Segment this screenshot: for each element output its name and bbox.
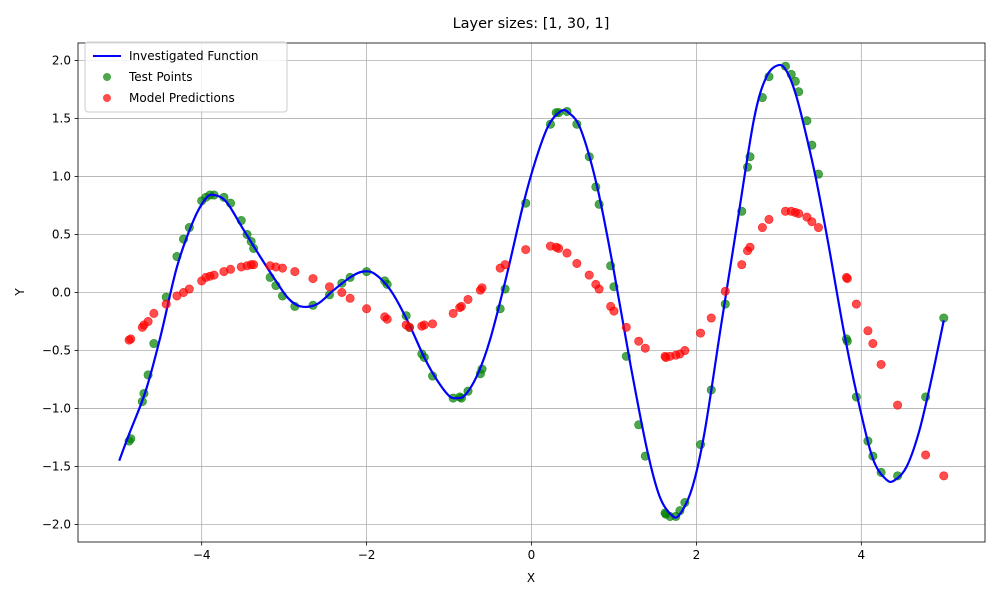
y-tick-label: 1.5 [52, 111, 71, 125]
test-point [149, 339, 159, 349]
test-point [893, 471, 903, 481]
prediction-point [149, 308, 159, 318]
prediction-point [696, 328, 706, 338]
prediction-point [562, 248, 572, 258]
prediction-point [345, 293, 355, 303]
prediction-point [161, 299, 171, 309]
prediction-point [594, 284, 604, 294]
legend: Investigated Function Test Points Model … [84, 41, 288, 113]
prediction-point [448, 308, 458, 318]
legend-label-predictions: Model Predictions [129, 91, 235, 105]
y-tick-label: −1.0 [42, 402, 71, 416]
y-axis-label: Y [13, 288, 27, 297]
function-curve [118, 63, 945, 519]
x-axis-label: X [527, 571, 535, 585]
prediction-point [419, 320, 429, 330]
y-tick-label: 1.0 [52, 169, 71, 183]
prediction-point [362, 304, 372, 314]
prediction-point [184, 284, 194, 294]
prediction-point [621, 322, 631, 332]
y-tick-label: 0.5 [52, 227, 71, 241]
x-tick-label: −4 [193, 548, 211, 562]
prediction-point [584, 270, 594, 280]
y-tick-label: 2.0 [52, 53, 71, 67]
x-tick-label: 4 [857, 548, 865, 562]
prediction-point [868, 339, 878, 349]
prediction-point [249, 260, 259, 270]
prediction-point [209, 270, 219, 280]
prediction-point [634, 336, 644, 346]
prediction-point [500, 260, 510, 270]
prediction-point [813, 223, 823, 233]
prediction-point [720, 286, 730, 296]
prediction-point [477, 283, 487, 293]
y-tick-label: −2.0 [42, 518, 71, 532]
prediction-point [794, 209, 804, 219]
prediction-point [126, 334, 136, 344]
legend-marker-test-points [103, 73, 111, 81]
prediction-point [921, 450, 931, 460]
y-tick-label: −0.5 [42, 344, 71, 358]
prediction-point [404, 322, 414, 332]
prediction-point [290, 267, 300, 277]
x-axis: −4 −2 0 2 4 [193, 542, 865, 562]
prediction-point [456, 301, 466, 311]
prediction-point [463, 294, 473, 304]
prediction-point [226, 264, 236, 274]
prediction-point [324, 282, 334, 292]
prediction-point [939, 471, 949, 481]
prediction-point [308, 274, 318, 284]
legend-label-test-points: Test Points [128, 70, 193, 84]
legend-label-function: Investigated Function [129, 49, 258, 63]
prediction-point [382, 314, 392, 324]
prediction-point [851, 299, 861, 309]
prediction-point [521, 245, 531, 255]
prediction-point [863, 326, 873, 336]
series-layer [118, 61, 949, 521]
prediction-point [680, 346, 690, 356]
x-tick-label: −2 [358, 548, 376, 562]
prediction-point [428, 319, 438, 329]
y-tick-label: 0.0 [52, 286, 71, 300]
x-tick-label: 2 [693, 548, 701, 562]
x-tick-label: 0 [528, 548, 536, 562]
prediction-point [572, 258, 582, 268]
legend-box [84, 41, 288, 113]
prediction-point [842, 274, 852, 284]
prediction-point [757, 223, 767, 233]
prediction-point [876, 359, 886, 369]
prediction-point [893, 400, 903, 410]
prediction-point [143, 317, 153, 327]
prediction-point [640, 343, 650, 353]
legend-marker-predictions [103, 94, 111, 102]
prediction-point [764, 214, 774, 224]
prediction-point [807, 217, 817, 227]
plot-area [77, 42, 986, 543]
y-axis: −2.0 −1.5 −1.0 −0.5 0.0 0.5 1.0 1.5 2.0 [42, 53, 78, 532]
prediction-point [609, 306, 619, 316]
chart-title: Layer sizes: [1, 30, 1] [453, 16, 610, 32]
prediction-point [337, 287, 347, 297]
prediction-point [706, 313, 716, 323]
prediction-point [554, 243, 564, 253]
y-tick-label: −1.5 [42, 460, 71, 474]
prediction-point [745, 242, 755, 252]
prediction-point [277, 263, 287, 273]
prediction-point [737, 260, 747, 270]
